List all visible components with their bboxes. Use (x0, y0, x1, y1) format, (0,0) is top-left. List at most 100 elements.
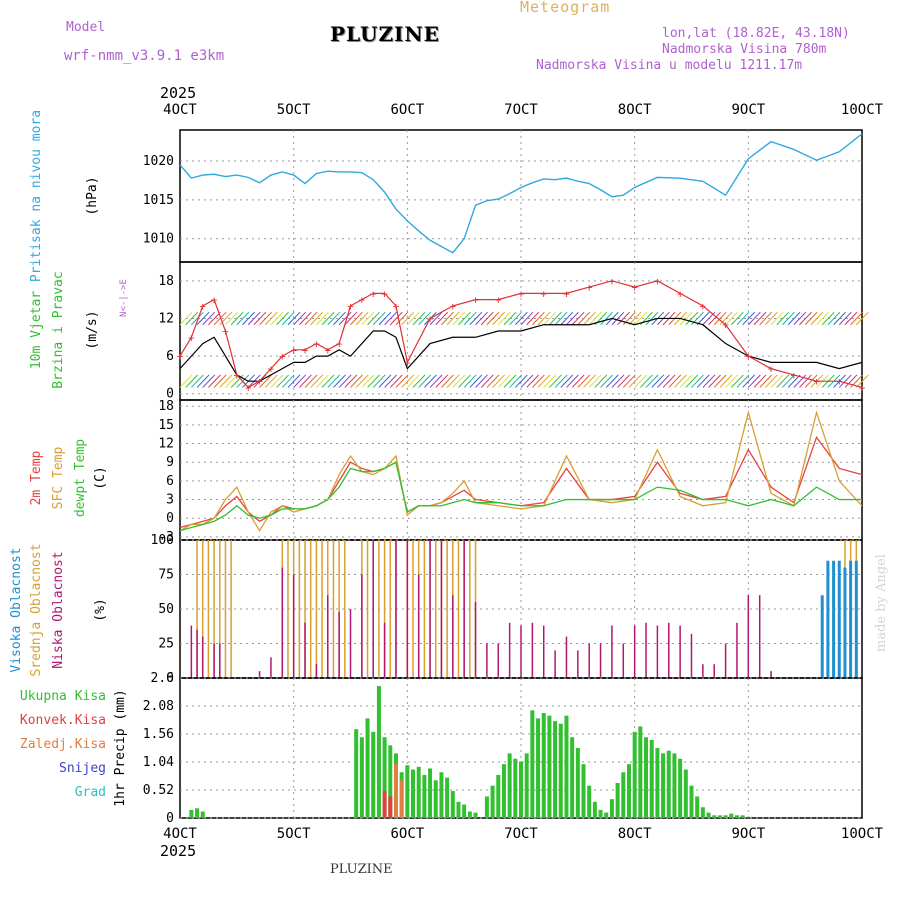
wind-barb (492, 311, 505, 326)
wind-barb (293, 374, 307, 388)
precip-bar-total (200, 811, 205, 818)
gust-marker: + (472, 294, 479, 307)
wind-barb (350, 374, 363, 388)
precip-bar-total (581, 764, 586, 818)
temperature-ytick: 6 (166, 474, 174, 489)
temperature-ytick: 12 (158, 437, 174, 452)
wind-barb (406, 311, 420, 326)
wind-barb (372, 374, 386, 388)
wind-barb (293, 311, 307, 326)
wind-barb (730, 311, 744, 326)
wind-barb (514, 311, 528, 326)
wind-barb (412, 374, 426, 388)
wind-title2: Brzina i Pravac (51, 271, 66, 388)
wind-barb (469, 374, 483, 388)
wind-barb (742, 374, 756, 388)
precip-bar-total (445, 777, 450, 818)
clouds-ytick: 0 (166, 671, 174, 686)
wind-barb (191, 374, 204, 388)
wind-barb (378, 374, 392, 388)
gust-marker: + (540, 287, 547, 300)
year-label-top: 2025 (160, 84, 196, 102)
wind-barb (696, 311, 710, 326)
wind-barb (549, 374, 562, 388)
wind-barb (185, 311, 199, 326)
wind-barb (446, 374, 460, 388)
wind-barb (503, 374, 517, 388)
precip-ytick: 2.08 (143, 699, 174, 714)
precip-bar-total (473, 812, 478, 818)
wind-barb (304, 311, 318, 326)
gust-marker: + (222, 325, 229, 338)
wind-barb (713, 311, 727, 326)
wind-barb (537, 311, 551, 326)
wind-barb (452, 374, 466, 388)
wind-barb (514, 374, 528, 388)
temp-title-sfc: SFC Temp (51, 447, 66, 510)
precip-bar-total (632, 731, 637, 818)
wind-barb (242, 311, 255, 326)
pressure-line (179, 133, 863, 254)
wind-barb (651, 374, 665, 388)
wind-barb (600, 374, 613, 388)
wind-barb (196, 311, 210, 326)
wind-barb (179, 311, 193, 326)
wind-barb (367, 374, 380, 388)
precip-bar-total (638, 726, 643, 818)
wind-barb (821, 311, 835, 326)
model-label: Model (66, 20, 106, 35)
wind-barb (412, 311, 426, 326)
wind-barb (469, 311, 483, 326)
wind-barb (389, 374, 403, 388)
wind-speed-line (179, 317, 863, 382)
time-tick-top: 10OCT (841, 102, 884, 118)
gust-marker: + (279, 350, 286, 363)
pressure-ytick: 1020 (143, 154, 174, 169)
pressure-ytick: 1015 (143, 193, 174, 208)
wind-barb (685, 311, 699, 326)
wind-ytick: 12 (158, 311, 174, 326)
wind-barb (298, 311, 312, 326)
wind-barb (782, 374, 795, 388)
wind-barb (679, 311, 693, 326)
wind-barb (424, 374, 437, 388)
wind-barb (662, 374, 676, 388)
temp-line-dewpt (179, 461, 862, 532)
wind-barb (679, 374, 693, 388)
wind-barb (401, 374, 415, 388)
wind-barb (270, 374, 284, 388)
wind-barb (463, 374, 477, 388)
precip-bar-total (604, 812, 609, 818)
wind-barb (395, 374, 409, 388)
precip-ytick: 1.04 (143, 755, 174, 770)
wind-barb (668, 374, 682, 388)
precip-bar-total (649, 739, 654, 818)
precip-bar-total (592, 801, 597, 818)
wind-barb (327, 374, 341, 388)
wind-barb (657, 374, 670, 388)
precip-bar-total (501, 764, 506, 818)
wind-barb (719, 311, 733, 326)
wind-barb (418, 374, 432, 388)
precip-bar-freezing (399, 780, 404, 818)
wind-barb (827, 311, 841, 326)
wind-barb (350, 311, 363, 326)
gust-marker: + (245, 381, 252, 394)
wind-barb (401, 311, 415, 326)
wind-barb (838, 311, 852, 326)
gust-marker: + (404, 356, 411, 369)
wind-barb (713, 374, 727, 388)
cloud-title-mid: Srednja Oblacnost (29, 543, 44, 676)
time-tick-bottom: 10OCT (841, 826, 884, 842)
gust-marker: + (495, 294, 502, 307)
model-elevation-label: Nadmorska Visina u modelu 1211.17m (536, 58, 803, 73)
wind-barb (855, 374, 869, 388)
gust-marker: + (234, 369, 241, 382)
wind-barb (406, 374, 420, 388)
precip-bar-total (678, 758, 683, 818)
wind-barb (378, 311, 392, 326)
precip-bar-total (382, 737, 387, 818)
wind-barb (611, 374, 625, 388)
wind-barb (338, 311, 352, 326)
wind-barb (804, 374, 818, 388)
